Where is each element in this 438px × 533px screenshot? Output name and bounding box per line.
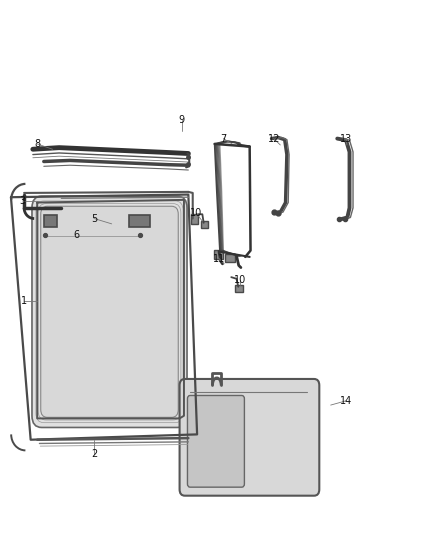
- Text: 10: 10: [234, 275, 246, 285]
- Bar: [44, 215, 57, 227]
- Text: 13: 13: [340, 134, 352, 143]
- Text: 9: 9: [179, 115, 185, 125]
- FancyBboxPatch shape: [187, 395, 244, 487]
- Bar: [235, 285, 243, 292]
- Text: 1: 1: [21, 296, 27, 306]
- Text: 8: 8: [34, 139, 40, 149]
- Text: 2: 2: [91, 449, 97, 459]
- Text: 6: 6: [74, 230, 80, 239]
- Text: 11: 11: [213, 254, 225, 263]
- Text: 12: 12: [268, 134, 280, 143]
- Bar: [225, 254, 235, 262]
- Bar: [214, 250, 223, 259]
- Bar: [191, 214, 198, 224]
- Text: 14: 14: [340, 396, 352, 406]
- Bar: [129, 215, 150, 227]
- Bar: [201, 221, 208, 228]
- FancyBboxPatch shape: [41, 206, 178, 417]
- Text: 10: 10: [190, 208, 202, 218]
- Text: 5: 5: [91, 214, 97, 223]
- Text: 3: 3: [20, 197, 26, 206]
- FancyBboxPatch shape: [32, 196, 187, 427]
- Text: 7: 7: [220, 134, 226, 143]
- FancyBboxPatch shape: [180, 379, 319, 496]
